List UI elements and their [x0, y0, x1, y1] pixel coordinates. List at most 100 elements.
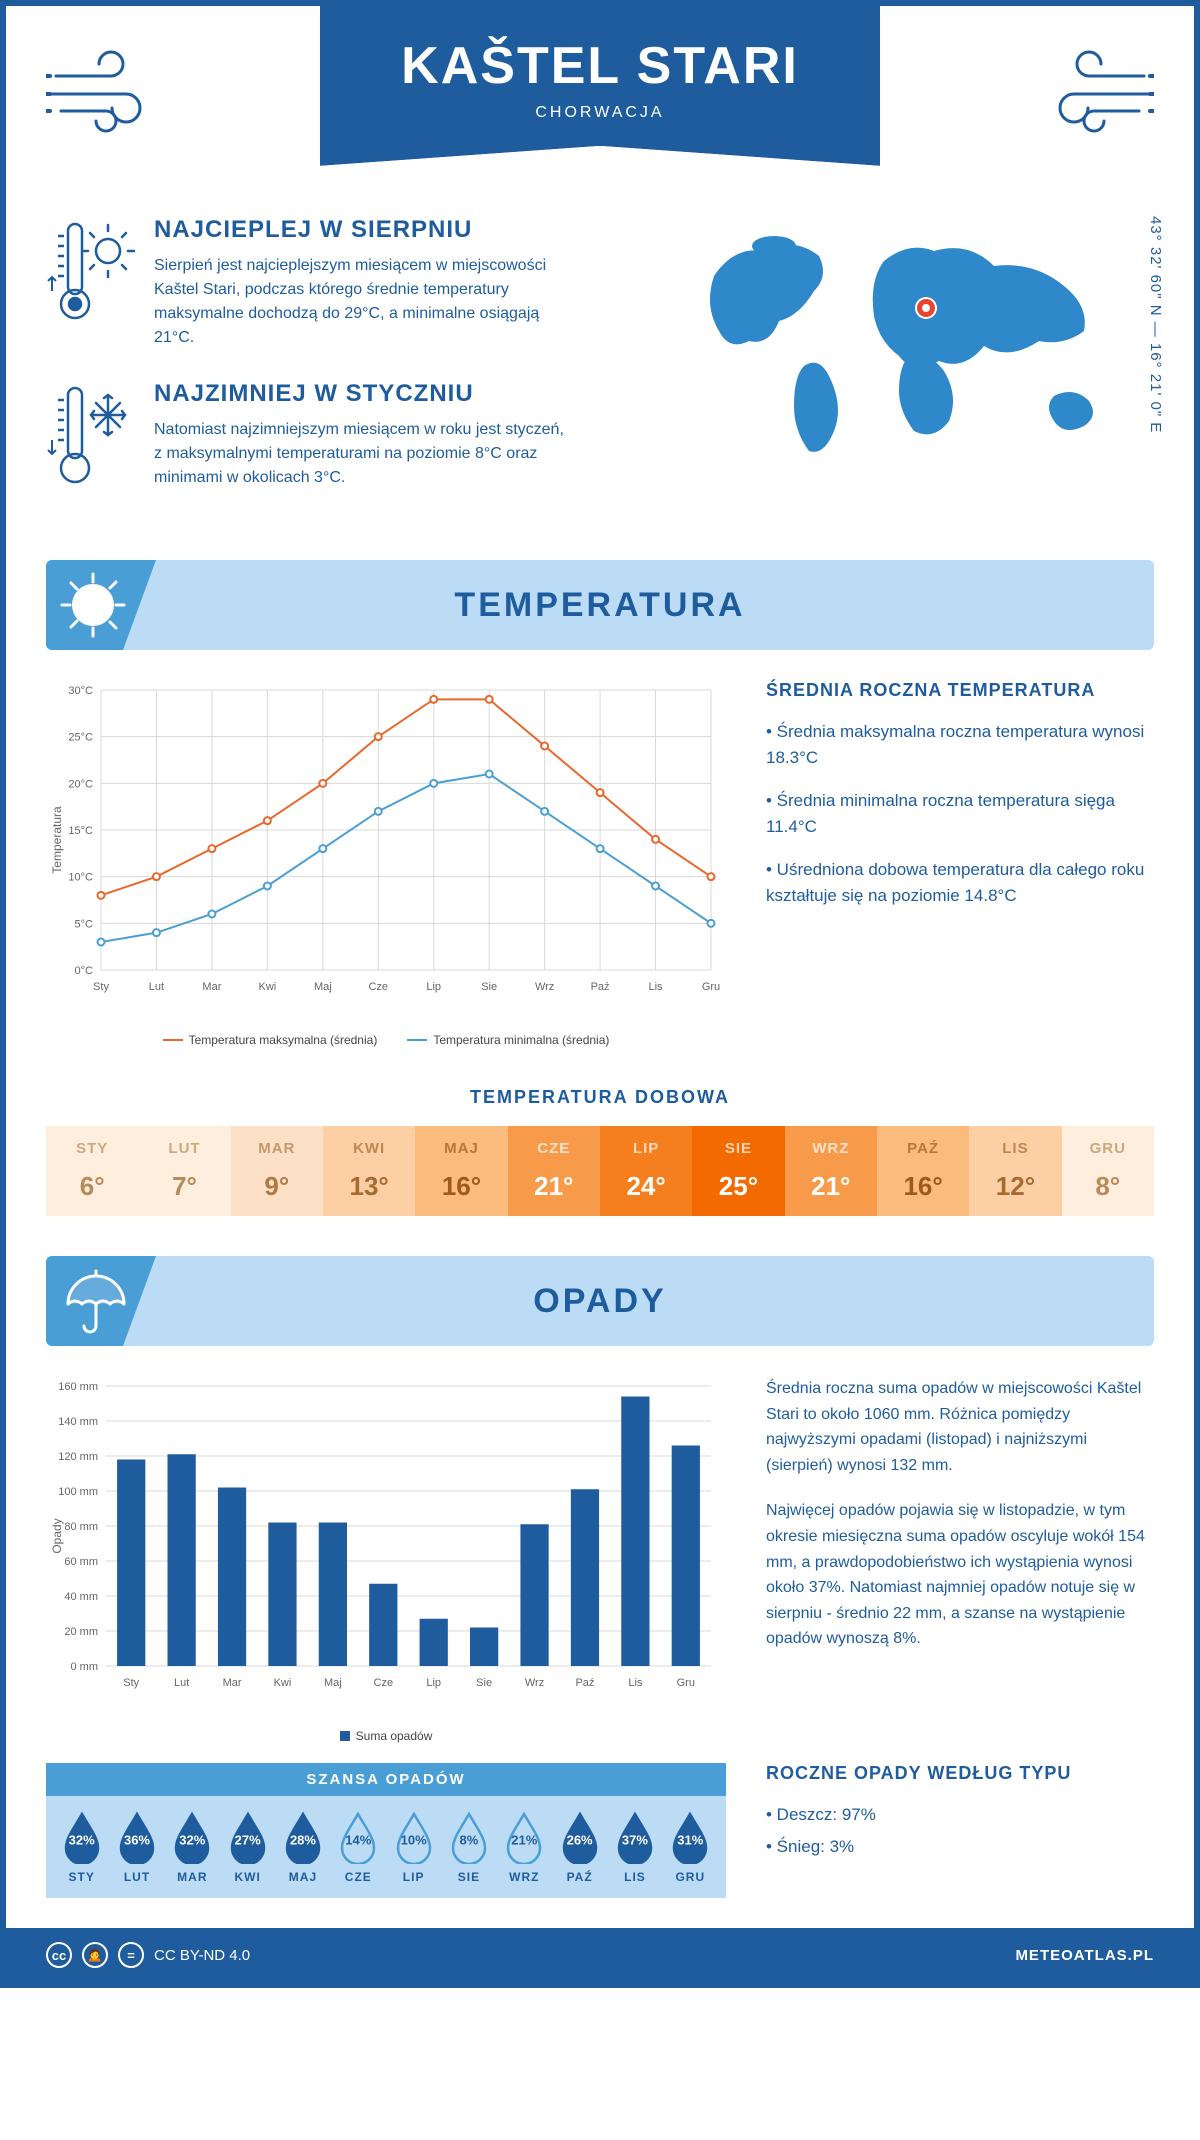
world-map-svg [674, 216, 1154, 476]
svg-text:10°C: 10°C [68, 872, 93, 884]
svg-text:Mar: Mar [202, 981, 221, 993]
daily-cell: MAJ16° [415, 1126, 507, 1216]
legend-precip-label: Suma opadów [356, 1729, 433, 1743]
temperature-title: TEMPERATURA [454, 586, 745, 625]
daily-cell: LUT7° [138, 1126, 230, 1216]
daily-temp-title: TEMPERATURA DOBOWA [6, 1087, 1194, 1108]
license-text: CC BY-ND 4.0 [154, 1947, 250, 1964]
temperature-section-header: TEMPERATURA [46, 560, 1154, 650]
umbrella-icon [56, 1264, 131, 1339]
sun-icon [56, 568, 131, 643]
precipitation-section-header: OPADY [46, 1256, 1154, 1346]
warmest-title: NAJCIEPLEJ W SIERPNIU [154, 216, 574, 244]
svg-text:Lip: Lip [426, 1677, 441, 1689]
temp-bullet: • Uśredniona dobowa temperatura dla całe… [766, 857, 1154, 908]
svg-text:Maj: Maj [324, 1677, 342, 1689]
svg-text:Lip: Lip [426, 981, 441, 993]
svg-text:160 mm: 160 mm [58, 1381, 98, 1393]
svg-text:Mar: Mar [223, 1677, 242, 1689]
svg-text:Sty: Sty [123, 1677, 139, 1689]
svg-text:Lut: Lut [174, 1677, 189, 1689]
avg-temp-title: ŚREDNIA ROCZNA TEMPERATURA [766, 680, 1154, 701]
precip-chance-box: SZANSA OPADÓW 32%STY36%LUT32%MAR27%KWI28… [46, 1763, 726, 1898]
cc-icon: cc [46, 1942, 72, 1968]
temp-chart-svg: 0°C 5°C 10°C 15°C 20°C 25°C 30°C Sty Lut Mar Kwi Ma… [46, 680, 726, 1020]
chance-item: 32%MAR [165, 1810, 220, 1884]
daily-temp-table: STY6°LUT7°MAR9°KWI13°MAJ16°CZE21°LIP24°S… [46, 1126, 1154, 1216]
temperature-content: 0°C 5°C 10°C 15°C 20°C 25°C 30°C Sty Lut Mar Kwi Ma… [6, 680, 1194, 1077]
wind-icon [46, 46, 166, 136]
svg-text:Sty: Sty [93, 981, 109, 993]
precipitation-title: OPADY [533, 1282, 666, 1321]
climate-facts: NAJCIEPLEJ W SIERPNIU Sierpień jest najc… [46, 216, 644, 520]
license-block: cc 🙍 = CC BY-ND 4.0 [46, 1942, 250, 1968]
svg-text:0 mm: 0 mm [71, 1661, 99, 1673]
precipitation-bar-chart: 0 mm20 mm40 mm60 mm80 mm100 mm120 mm140 … [46, 1376, 726, 1743]
svg-text:Paź: Paź [591, 981, 610, 993]
svg-text:60 mm: 60 mm [64, 1556, 98, 1568]
svg-text:30°C: 30°C [68, 685, 93, 697]
svg-text:Kwi: Kwi [258, 981, 276, 993]
header: KAŠTEL STARI CHORWACJA [6, 6, 1194, 186]
svg-text:Wrz: Wrz [525, 1677, 544, 1689]
temperature-line-chart: 0°C 5°C 10°C 15°C 20°C 25°C 30°C Sty Lut Mar Kwi Ma… [46, 680, 726, 1047]
daily-cell: SIE25° [692, 1126, 784, 1216]
precip-type-summary: ROCZNE OPADY WEDŁUG TYPU • Deszcz: 97%• … [766, 1763, 1154, 1898]
daily-cell: KWI13° [323, 1126, 415, 1216]
chance-item: 14%CZE [331, 1810, 386, 1884]
coldest-title: NAJZIMNIEJ W STYCZNIU [154, 380, 574, 408]
chance-item: 37%LIS [607, 1810, 662, 1884]
svg-text:Paź: Paź [575, 1677, 594, 1689]
svg-text:80 mm: 80 mm [64, 1521, 98, 1533]
precip-legend: Suma opadów [46, 1729, 726, 1743]
by-icon: 🙍 [82, 1942, 108, 1968]
precip-type-item: • Śnieg: 3% [766, 1834, 1154, 1860]
country-subtitle: CHORWACJA [320, 104, 880, 122]
chance-droplets: 32%STY36%LUT32%MAR27%KWI28%MAJ14%CZE10%L… [46, 1796, 726, 1898]
daily-cell: LIP24° [600, 1126, 692, 1216]
legend-max-label: Temperatura maksymalna (średnia) [189, 1033, 378, 1047]
nd-icon: = [118, 1942, 144, 1968]
world-map: 43° 32' 60" N — 16° 21' 0" E [674, 216, 1154, 520]
title-banner: KAŠTEL STARI CHORWACJA [320, 6, 880, 146]
svg-text:140 mm: 140 mm [58, 1416, 98, 1428]
temp-bullet: • Średnia minimalna roczna temperatura s… [766, 788, 1154, 839]
precipitation-summary: Średnia roczna suma opadów w miejscowośc… [766, 1376, 1154, 1743]
chance-title: SZANSA OPADÓW [46, 1763, 726, 1796]
svg-text:Sie: Sie [476, 1677, 492, 1689]
svg-text:15°C: 15°C [68, 825, 93, 837]
daily-cell: STY6° [46, 1126, 138, 1216]
precip-chart-svg: 0 mm20 mm40 mm60 mm80 mm100 mm120 mm140 … [46, 1376, 726, 1716]
temp-bullet: • Średnia maksymalna roczna temperatura … [766, 719, 1154, 770]
svg-text:40 mm: 40 mm [64, 1591, 98, 1603]
svg-text:Maj: Maj [314, 981, 332, 993]
coldest-fact: NAJZIMNIEJ W STYCZNIU Natomiast najzimni… [46, 380, 644, 490]
svg-text:Gru: Gru [702, 981, 720, 993]
warmest-text: Sierpień jest najcieplejszym miesiącem w… [154, 254, 574, 350]
legend-min-label: Temperatura minimalna (średnia) [433, 1033, 609, 1047]
svg-text:Kwi: Kwi [274, 1677, 292, 1689]
svg-text:25°C: 25°C [68, 732, 93, 744]
chance-item: 36%LUT [109, 1810, 164, 1884]
warmest-fact: NAJCIEPLEJ W SIERPNIU Sierpień jest najc… [46, 216, 644, 350]
daily-cell: GRU8° [1062, 1126, 1154, 1216]
svg-text:0°C: 0°C [75, 965, 94, 977]
daily-cell: MAR9° [231, 1126, 323, 1216]
page: KAŠTEL STARI CHORWACJA [0, 0, 1200, 1988]
chance-item: 10%LIP [386, 1810, 441, 1884]
svg-text:Cze: Cze [368, 981, 388, 993]
svg-text:120 mm: 120 mm [58, 1451, 98, 1463]
thermometer-hot-icon [46, 216, 136, 326]
chance-item: 8%SIE [441, 1810, 496, 1884]
svg-text:5°C: 5°C [75, 918, 94, 930]
precip-type-title: ROCZNE OPADY WEDŁUG TYPU [766, 1763, 1154, 1784]
intro-section: NAJCIEPLEJ W SIERPNIU Sierpień jest najc… [6, 186, 1194, 540]
daily-cell: PAŹ16° [877, 1126, 969, 1216]
precip-paragraph-2: Najwięcej opadów pojawia się w listopadz… [766, 1498, 1154, 1652]
footer: cc 🙍 = CC BY-ND 4.0 METEOATLAS.PL [6, 1928, 1194, 1982]
daily-cell: WRZ21° [785, 1126, 877, 1216]
precipitation-content: 0 mm20 mm40 mm60 mm80 mm100 mm120 mm140 … [6, 1376, 1194, 1763]
svg-text:Lut: Lut [149, 981, 164, 993]
location-title: KAŠTEL STARI [320, 36, 880, 96]
svg-text:20°C: 20°C [68, 778, 93, 790]
